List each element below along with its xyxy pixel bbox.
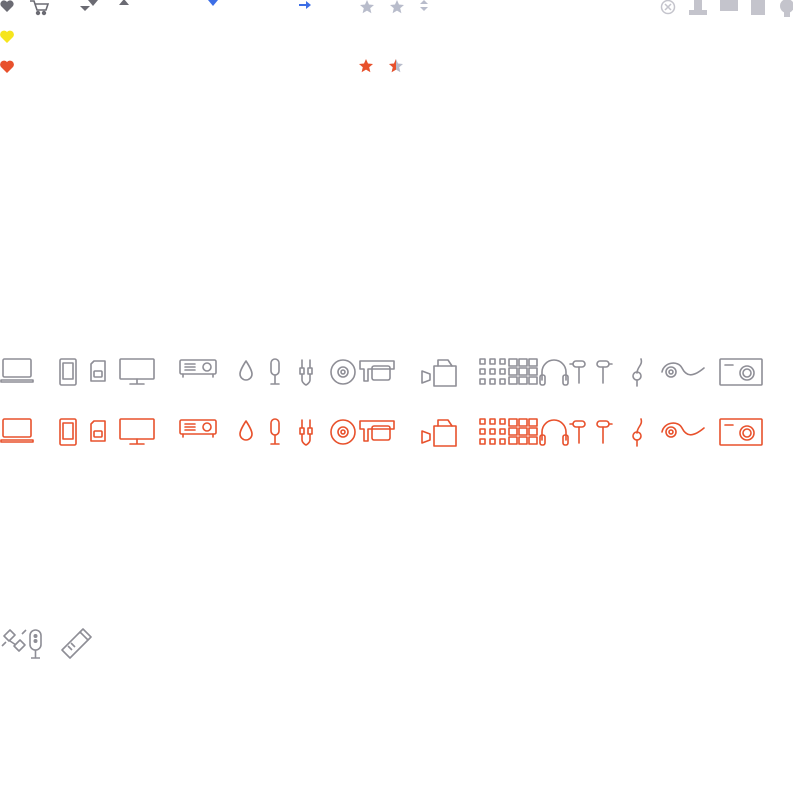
usb-stick-icon — [61, 628, 92, 659]
disc-icon — [330, 359, 356, 385]
drop-icon — [239, 360, 253, 381]
monitor-icon — [119, 418, 155, 445]
video-camera-icon — [421, 419, 457, 447]
satellite-icon — [1, 629, 27, 652]
microphone-icon — [270, 418, 280, 445]
headphones-icon — [539, 419, 569, 446]
blue-arrow-right-icon[interactable] — [299, 1, 311, 9]
cart-icon[interactable] — [30, 0, 50, 16]
laptop-icon — [0, 418, 34, 443]
ear-hook-icon — [661, 422, 705, 438]
earbud-icon — [632, 418, 643, 447]
page-icon — [751, 0, 765, 15]
disc-icon — [330, 419, 356, 445]
microphone-icon — [270, 358, 280, 385]
projector-icon — [179, 359, 217, 378]
tablet-icon — [59, 418, 77, 446]
rect-icon — [720, 0, 738, 11]
remote-icon[interactable] — [29, 629, 42, 659]
projector-icon — [179, 419, 217, 438]
star-icon[interactable] — [360, 0, 374, 14]
sd-card-icon — [90, 360, 106, 382]
laptop-icon — [0, 358, 34, 383]
audio-cable-icon — [299, 359, 313, 386]
pin-icon — [780, 0, 793, 17]
blue-diamond-icon[interactable] — [208, 0, 218, 6]
camera-icon — [719, 358, 763, 386]
ear-hook-icon — [661, 362, 705, 378]
earphones-icon — [569, 360, 613, 384]
camera-icon — [719, 418, 763, 446]
star-filled-icon[interactable] — [359, 59, 373, 73]
sort-arrows-icon[interactable] — [420, 0, 428, 11]
close-circle-icon[interactable] — [660, 0, 676, 15]
camcorder-icon — [359, 360, 395, 382]
dot-grid-icon — [479, 418, 506, 445]
monitor-icon — [119, 358, 155, 385]
earphones-icon — [569, 420, 613, 444]
yellow-heart-icon — [0, 30, 14, 43]
drop-icon — [239, 420, 253, 441]
stamp-icon — [689, 0, 707, 15]
expand-arrows-icon[interactable] — [80, 0, 98, 11]
heart-icon — [0, 0, 14, 13]
sd-card-icon — [90, 420, 106, 442]
red-heart-icon — [0, 60, 14, 73]
video-camera-icon — [421, 359, 457, 387]
earbud-icon — [632, 358, 643, 387]
camcorder-icon — [359, 420, 395, 442]
headphones-icon — [539, 359, 569, 386]
mixer-pads-icon — [508, 358, 538, 385]
tablet-icon — [59, 358, 77, 386]
dot-grid-icon — [479, 358, 506, 385]
up-triangle-icon[interactable] — [119, 0, 129, 5]
mixer-pads-icon — [508, 418, 538, 445]
audio-cable-icon — [299, 419, 313, 446]
star-half-icon[interactable] — [389, 59, 403, 73]
star-icon[interactable] — [390, 0, 404, 14]
